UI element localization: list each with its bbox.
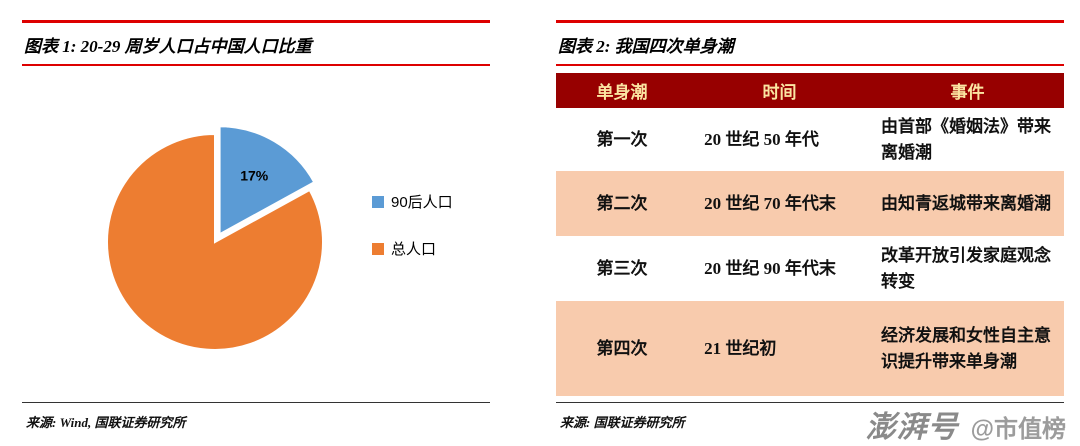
singles-wave-table: 单身潮 时间 事件 第一次 20 世纪 50 年代 由首部《婚姻法》带来离婚潮 … <box>556 73 1064 396</box>
col-header-wave: 单身潮 <box>556 73 689 108</box>
cell-time: 21 世纪初 <box>704 338 777 358</box>
cell-event: 由首部《婚姻法》带来离婚潮 <box>880 117 1051 162</box>
panel-top-rule <box>22 20 490 23</box>
cell-event: 改革开放引发家庭观念转变 <box>880 246 1051 291</box>
chart2-source-row: 来源: 国联证券研究所 <box>556 402 1064 432</box>
legend-label-90s: 90后人口 <box>391 194 453 211</box>
table-row: 第四次 21 世纪初 经济发展和女性自主意识提升带来单身潮 <box>556 301 1064 396</box>
col-header-time: 时间 <box>688 73 871 108</box>
chart1-source: 来源: Wind, 国联证券研究所 <box>26 415 186 430</box>
table-row: 第三次 20 世纪 90 年代末 改革开放引发家庭观念转变 <box>556 236 1064 301</box>
chart2-title: 图表 2: 我国四次单身潮 <box>558 37 734 56</box>
cell-wave: 第三次 <box>596 258 648 278</box>
pengpai-logo: 澎湃号 <box>865 411 959 444</box>
pie-slice-0 <box>218 125 316 236</box>
cell-wave: 第四次 <box>596 338 648 358</box>
title-rule <box>556 64 1064 66</box>
pie-chart: 17% 90后人口 总人口 <box>22 66 490 388</box>
chart1-source-row: 来源: Wind, 国联证券研究所 <box>22 402 490 432</box>
cell-time: 20 世纪 90 年代末 <box>704 258 836 278</box>
legend-swatch-90s <box>372 196 384 208</box>
table-header-row: 单身潮 时间 事件 <box>556 73 1064 108</box>
watermark: 澎湃号 @市值榜 <box>866 402 1066 446</box>
watermark-handle: @市值榜 <box>970 416 1066 443</box>
legend-item-90s: 90后人口 <box>372 192 453 215</box>
cell-time: 20 世纪 70 年代末 <box>704 193 836 213</box>
pie-legend: 90后人口 总人口 <box>372 192 453 285</box>
legend-swatch-total <box>372 242 384 255</box>
table-row: 第一次 20 世纪 50 年代 由首部《婚姻法》带来离婚潮 <box>556 108 1064 171</box>
cell-wave: 第一次 <box>596 129 648 149</box>
pie-slice-1 <box>106 132 324 351</box>
col-header-event: 事件 <box>870 73 1064 108</box>
left-panel: 图表 1: 20-29 周岁人口占中国人口比重 17% 90后人口 总人口 来源… <box>22 20 490 430</box>
cell-event: 由知青返城带来离婚潮 <box>880 193 1051 213</box>
right-panel: 图表 2: 我国四次单身潮 单身潮 时间 事件 第一次 20 世纪 50 年代 … <box>556 20 1064 430</box>
pie-data-label: 17% <box>240 168 269 184</box>
legend-label-total: 总人口 <box>391 240 437 258</box>
table-row: 第二次 20 世纪 70 年代末 由知青返城带来离婚潮 <box>556 171 1064 236</box>
chart1-title: 图表 1: 20-29 周岁人口占中国人口比重 <box>24 37 312 56</box>
panel-top-rule <box>556 20 1064 23</box>
cell-time: 20 世纪 50 年代 <box>704 129 819 149</box>
title-rule <box>22 64 490 66</box>
cell-wave: 第二次 <box>596 193 648 213</box>
legend-item-total: 总人口 <box>372 239 453 262</box>
pie-svg: 17% <box>106 125 324 351</box>
cell-event: 经济发展和女性自主意识提升带来单身潮 <box>880 326 1051 371</box>
chart2-source: 来源: 国联证券研究所 <box>560 415 685 430</box>
